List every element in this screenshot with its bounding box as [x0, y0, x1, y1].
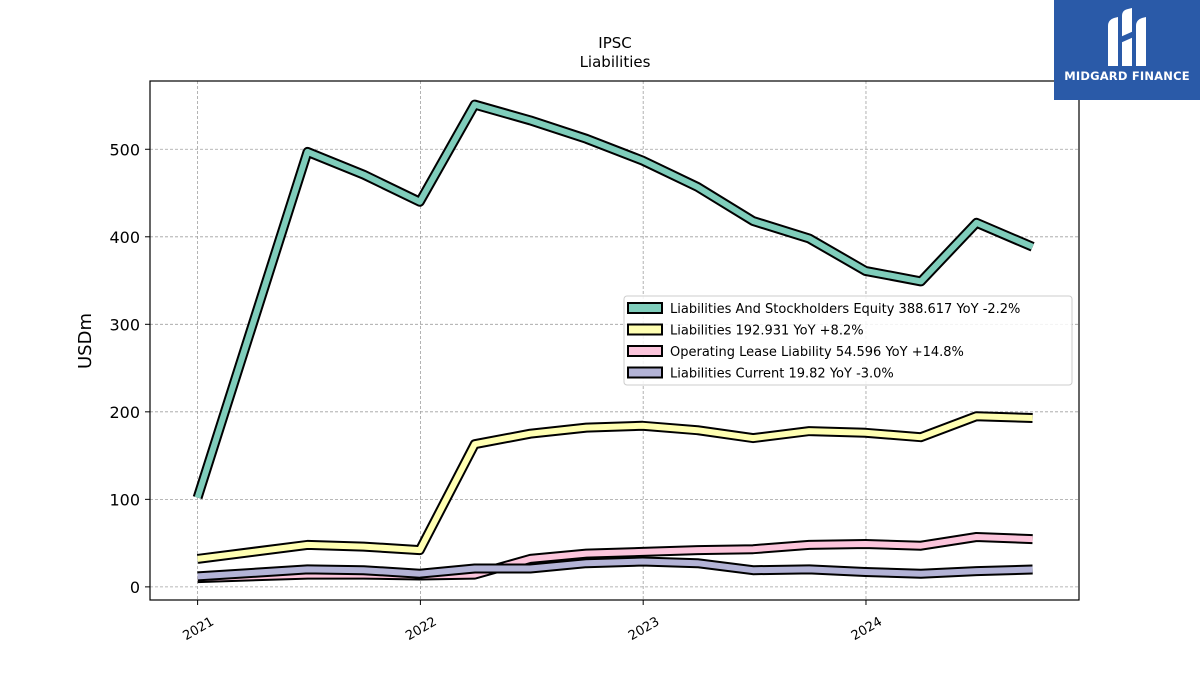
- x-tick-label: 2022: [403, 614, 439, 644]
- series-line: [197, 413, 1033, 562]
- series-line: [194, 101, 1034, 499]
- y-tick-label: 200: [109, 403, 140, 422]
- y-tick-label: 500: [109, 140, 140, 159]
- legend-swatch: [627, 366, 663, 379]
- x-axis: 2021 2022 2023 2024: [180, 600, 885, 644]
- y-tick-label: 400: [109, 228, 140, 247]
- y-tick-label: 100: [109, 490, 140, 509]
- brand-logo: MIDGARD FINANCE: [1054, 0, 1200, 100]
- y-tick-label: 300: [109, 315, 140, 334]
- legend-swatch: [627, 345, 663, 357]
- series-line: [197, 558, 1033, 580]
- legend-swatch: [627, 302, 663, 314]
- legend-label: Liabilities Current 19.82 YoY -3.0%: [670, 367, 894, 382]
- legend-swatch: [627, 323, 663, 336]
- legend-label: Liabilities And Stockholders Equity 388.…: [670, 302, 1020, 317]
- plot-lines: [192, 99, 1035, 584]
- chart-subtitle: Liabilities: [580, 53, 651, 71]
- legend-label: Operating Lease Liability 54.596 YoY +14…: [670, 345, 964, 360]
- y-tick-label: 0: [130, 578, 140, 597]
- y-axis-label: USDm: [75, 313, 96, 369]
- grid: [150, 81, 1079, 600]
- chart-title: IPSC: [598, 34, 631, 52]
- x-tick-label: 2021: [180, 614, 216, 644]
- midgard-logo-icon: [1108, 8, 1146, 66]
- legend-label: Liabilities 192.931 YoY +8.2%: [670, 324, 864, 339]
- x-tick-label: 2023: [626, 614, 662, 644]
- legend-box: [623, 295, 1073, 386]
- legend: Liabilities And Stockholders Equity 388.…: [623, 295, 1073, 386]
- x-tick-label: 2024: [849, 614, 885, 644]
- y-axis: 0 100 200 300 400 500: [109, 140, 150, 597]
- plot-frame: [149, 80, 1080, 601]
- brand-name: MIDGARD FINANCE: [1064, 69, 1190, 83]
